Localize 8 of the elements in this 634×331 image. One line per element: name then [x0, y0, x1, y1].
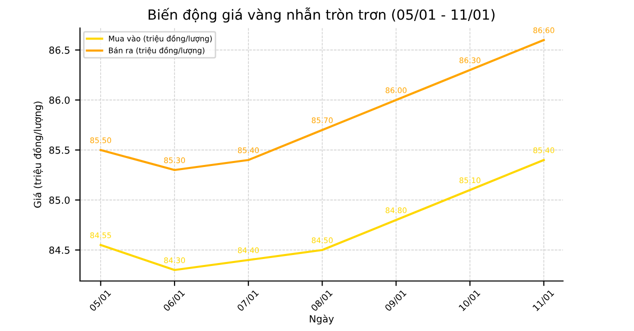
- y-tick-label: 86.5: [49, 46, 70, 54]
- y-tick-label: 86.0: [49, 96, 70, 104]
- y-tick-label: 85.0: [49, 196, 70, 204]
- y-tick-label: 85.5: [49, 146, 70, 154]
- x-axis-title: Ngày: [310, 314, 334, 324]
- chart-title: Biến động giá vàng nhẫn tròn trơn (05/01 - 11/01): [148, 7, 494, 23]
- y-tick-label: 84.5: [49, 246, 70, 254]
- y-axis-title: Giá (triệu đồng/lượng): [32, 102, 44, 208]
